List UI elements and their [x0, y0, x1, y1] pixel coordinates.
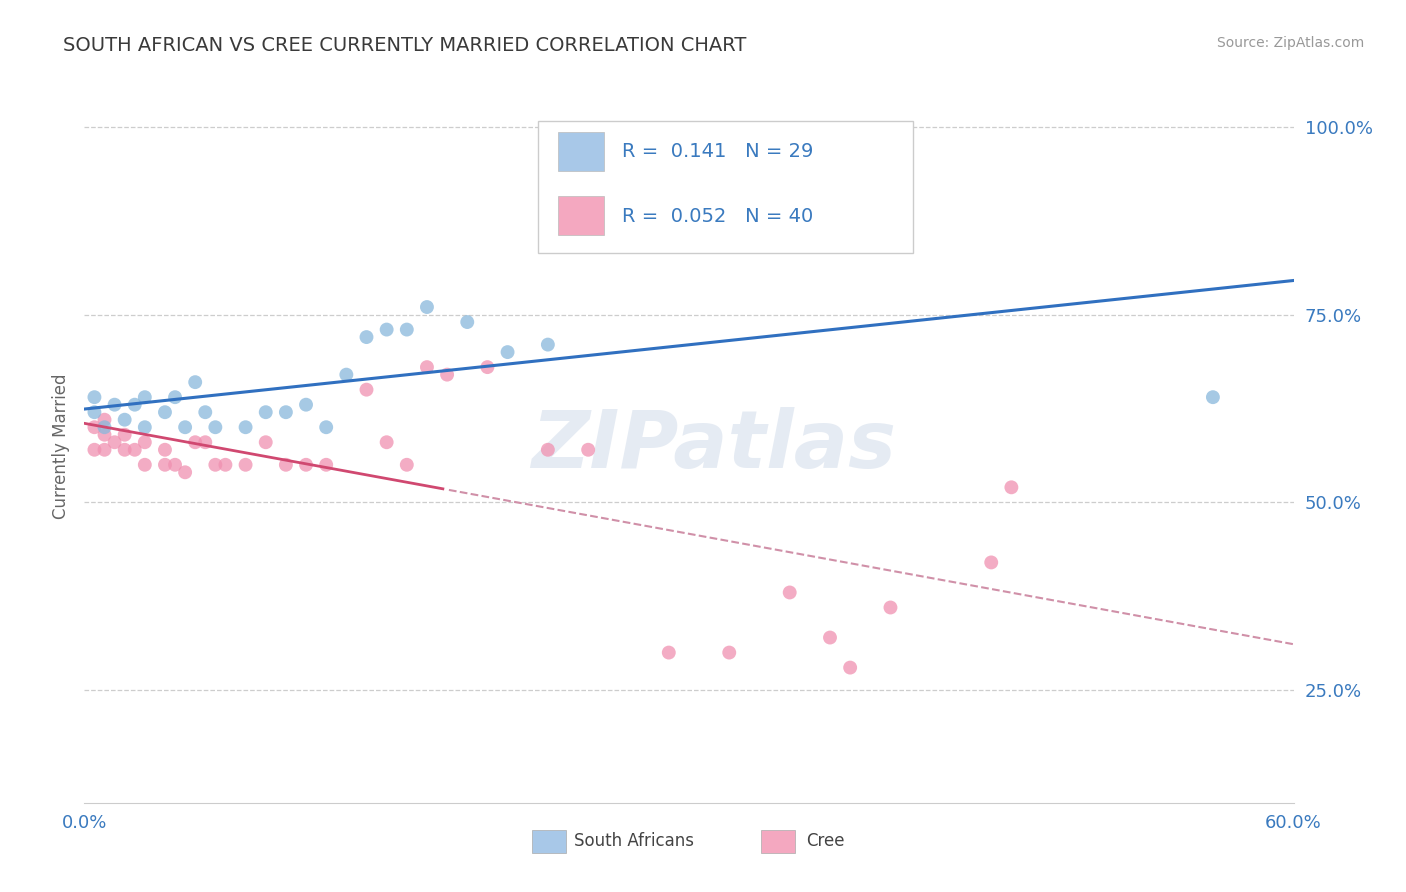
Point [356, 330, 378, 344]
Point [980, 556, 1002, 570]
Point [165, 390, 187, 404]
Text: R =  0.141   N = 29: R = 0.141 N = 29 [623, 143, 814, 161]
Point [416, 300, 439, 314]
Point [436, 368, 458, 382]
Point [375, 322, 398, 336]
Point [153, 405, 176, 419]
Point [93, 420, 115, 434]
FancyBboxPatch shape [538, 121, 912, 253]
Point [104, 398, 127, 412]
Point [194, 405, 217, 419]
Text: Source: ZipAtlas.com: Source: ZipAtlas.com [1216, 36, 1364, 50]
Point [134, 458, 156, 472]
Point [416, 360, 439, 375]
Point [375, 435, 398, 450]
Point [134, 420, 156, 434]
Point [204, 458, 226, 472]
Bar [762, 830, 796, 853]
Point [184, 375, 207, 389]
Point [496, 345, 519, 359]
Point [124, 442, 146, 457]
Point [295, 398, 318, 412]
Point [718, 646, 741, 660]
Text: South Africans: South Africans [574, 832, 695, 850]
Point [235, 420, 257, 434]
Bar [558, 132, 605, 171]
Point [134, 390, 156, 404]
Point [537, 442, 560, 457]
Bar [558, 196, 605, 235]
Point [124, 398, 146, 412]
Point [114, 427, 136, 442]
Point [254, 435, 277, 450]
Point [114, 413, 136, 427]
Point [537, 337, 560, 351]
Point [879, 600, 901, 615]
Point [104, 435, 127, 450]
Point [174, 420, 197, 434]
Point [83, 390, 105, 404]
Point [335, 368, 357, 382]
Point [114, 442, 136, 457]
Point [83, 405, 105, 419]
Point [477, 360, 499, 375]
Point [456, 315, 478, 329]
Point [214, 458, 236, 472]
Point [274, 458, 297, 472]
Point [395, 458, 418, 472]
Point [184, 435, 207, 450]
Point [1202, 390, 1225, 404]
Point [315, 458, 337, 472]
Point [818, 631, 841, 645]
Point [1000, 480, 1022, 494]
Point [356, 383, 378, 397]
Point [799, 232, 821, 246]
Text: SOUTH AFRICAN VS CREE CURRENTLY MARRIED CORRELATION CHART: SOUTH AFRICAN VS CREE CURRENTLY MARRIED … [63, 36, 747, 54]
Point [83, 420, 105, 434]
Text: Cree: Cree [806, 832, 845, 850]
Bar [531, 830, 565, 853]
Point [274, 405, 297, 419]
Point [174, 465, 197, 479]
Point [779, 585, 801, 599]
Y-axis label: Currently Married: Currently Married [52, 373, 70, 519]
Text: ZIPatlas: ZIPatlas [530, 407, 896, 485]
Point [194, 435, 217, 450]
Point [658, 646, 681, 660]
Point [153, 442, 176, 457]
Point [254, 405, 277, 419]
Point [204, 420, 226, 434]
Point [576, 442, 599, 457]
Point [153, 458, 176, 472]
Text: R =  0.052   N = 40: R = 0.052 N = 40 [623, 207, 814, 226]
Point [93, 442, 115, 457]
Point [295, 458, 318, 472]
Point [235, 458, 257, 472]
Point [839, 660, 862, 674]
Point [395, 322, 418, 336]
Point [165, 458, 187, 472]
Point [93, 413, 115, 427]
Point [83, 442, 105, 457]
Point [315, 420, 337, 434]
Point [93, 427, 115, 442]
Point [134, 435, 156, 450]
